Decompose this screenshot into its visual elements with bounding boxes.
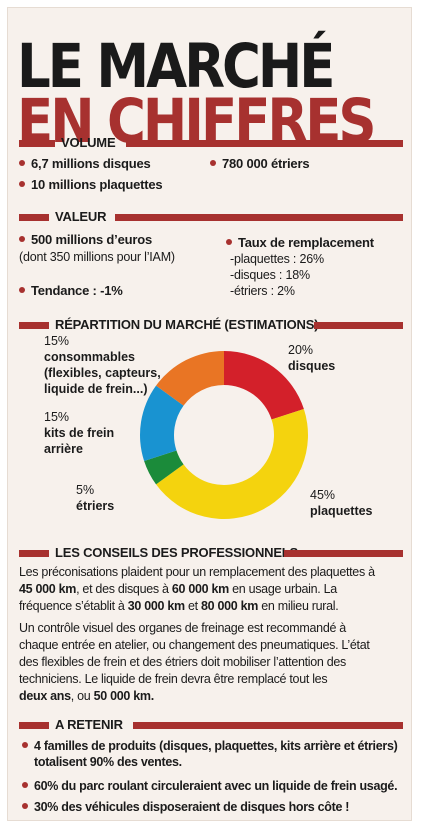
volume-bar-right xyxy=(126,140,403,147)
volume-heading: VOLUME xyxy=(61,135,116,150)
donut-slice xyxy=(224,351,304,420)
donut-chart xyxy=(140,351,308,519)
taux-title: Taux de remplacement xyxy=(226,235,374,250)
volume-bar-left xyxy=(19,140,55,147)
conseils-paragraph-2: Un contrôle visuel des organes de freina… xyxy=(19,621,370,703)
valeur-amount: 500 millions d’euros xyxy=(19,232,152,247)
retenir-item-2: 60% du parc roulant circuleraient avec u… xyxy=(22,779,398,793)
label-etriers: 5% étriers xyxy=(76,483,115,513)
donut-slice xyxy=(144,450,184,485)
taux-plaquettes: -plaquettes : 26% xyxy=(230,252,324,266)
retenir-bar-right xyxy=(133,722,403,729)
label-plaquettes: 45% plaquettes xyxy=(310,488,373,518)
donut-slice xyxy=(156,351,224,406)
donut-slice xyxy=(156,409,308,519)
bullet-icon xyxy=(22,782,28,788)
label-kits: 15% kits de frein arrière xyxy=(44,410,115,456)
volume-item-disques: 6,7 millions disques xyxy=(19,156,151,171)
volume-item-etriers: 780 000 étriers xyxy=(210,156,310,171)
bullet-icon xyxy=(19,287,25,293)
label-disques: 20% disques xyxy=(288,343,336,373)
conseils-bar-left xyxy=(19,550,49,557)
repartition-bar-left xyxy=(19,322,49,329)
title-line-1: LE MARCHÉ xyxy=(17,32,335,103)
taux-disques: -disques : 18% xyxy=(230,268,310,282)
retenir-item-1: 4 familles de produits (disques, plaquet… xyxy=(22,738,398,770)
bullet-icon xyxy=(210,160,216,166)
valeur-tendance: Tendance : -1% xyxy=(19,283,123,298)
bullet-icon xyxy=(19,160,25,166)
retenir-heading: A RETENIR xyxy=(55,717,123,732)
conseils-bar-right xyxy=(284,550,403,557)
volume-item-plaquettes: 10 millions plaquettes xyxy=(19,177,163,192)
taux-etriers: -étriers : 2% xyxy=(230,284,295,298)
bullet-icon xyxy=(22,803,28,809)
repartition-heading: RÉPARTITION DU MARCHÉ (ESTIMATIONS) xyxy=(55,317,319,332)
retenir-item-3: 30% des véhicules disposeraient de disqu… xyxy=(22,800,349,814)
retenir-bar-left xyxy=(19,722,49,729)
bullet-icon xyxy=(226,239,232,245)
valeur-amount-note: (dont 350 millions pour l’IAM) xyxy=(19,250,175,264)
bullet-icon xyxy=(22,742,28,748)
label-consommables: 15% consommables (flexibles, capteurs, l… xyxy=(44,334,161,396)
conseils-heading: LES CONSEILS DES PROFESSIONNELS xyxy=(55,545,299,560)
valeur-bar-left xyxy=(19,214,49,221)
valeur-bar-right xyxy=(115,214,403,221)
conseils-paragraph-1: Les préconisations plaident pour un remp… xyxy=(19,565,375,613)
bullet-icon xyxy=(19,181,25,187)
bullet-icon xyxy=(19,236,25,242)
repartition-bar-right xyxy=(314,322,403,329)
valeur-heading: VALEUR xyxy=(55,209,107,224)
donut-slice xyxy=(140,385,184,461)
infographic-page: LE MARCHÉ EN CHIFFRES VOLUME 6,7 million… xyxy=(8,8,411,820)
